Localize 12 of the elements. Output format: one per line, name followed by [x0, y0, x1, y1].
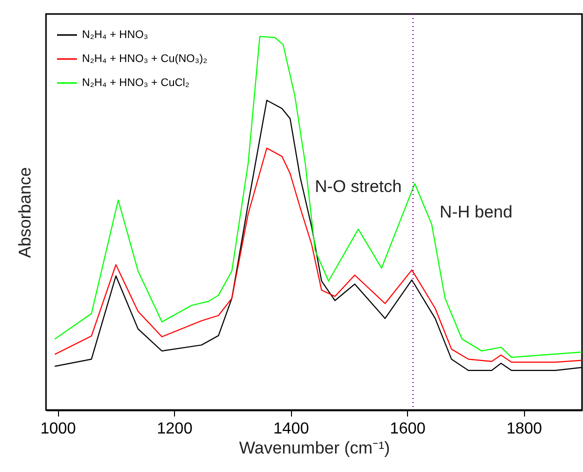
x-tick-label: 1400 [273, 420, 310, 438]
annotation: N-O stretch [314, 177, 402, 196]
legend-label: N₂H₄ + HNO₃ + CuCl₂ [82, 77, 190, 89]
legend-label: N₂H₄ + HNO₃ [82, 29, 148, 41]
y-axis-title: Absorbance [16, 167, 34, 258]
x-tick-label: 1600 [390, 420, 426, 438]
x-tick-label: 1200 [156, 420, 193, 438]
x-tick-label: 1800 [506, 420, 542, 438]
x-axis-title: Wavenumber (cm⁻¹) [239, 438, 390, 458]
x-tick-label: 1000 [40, 420, 76, 438]
annotation: N-H bend [440, 202, 512, 222]
legend-label: N₂H₄ + HNO₃ + Cu(NO₃)₂ [82, 53, 208, 65]
